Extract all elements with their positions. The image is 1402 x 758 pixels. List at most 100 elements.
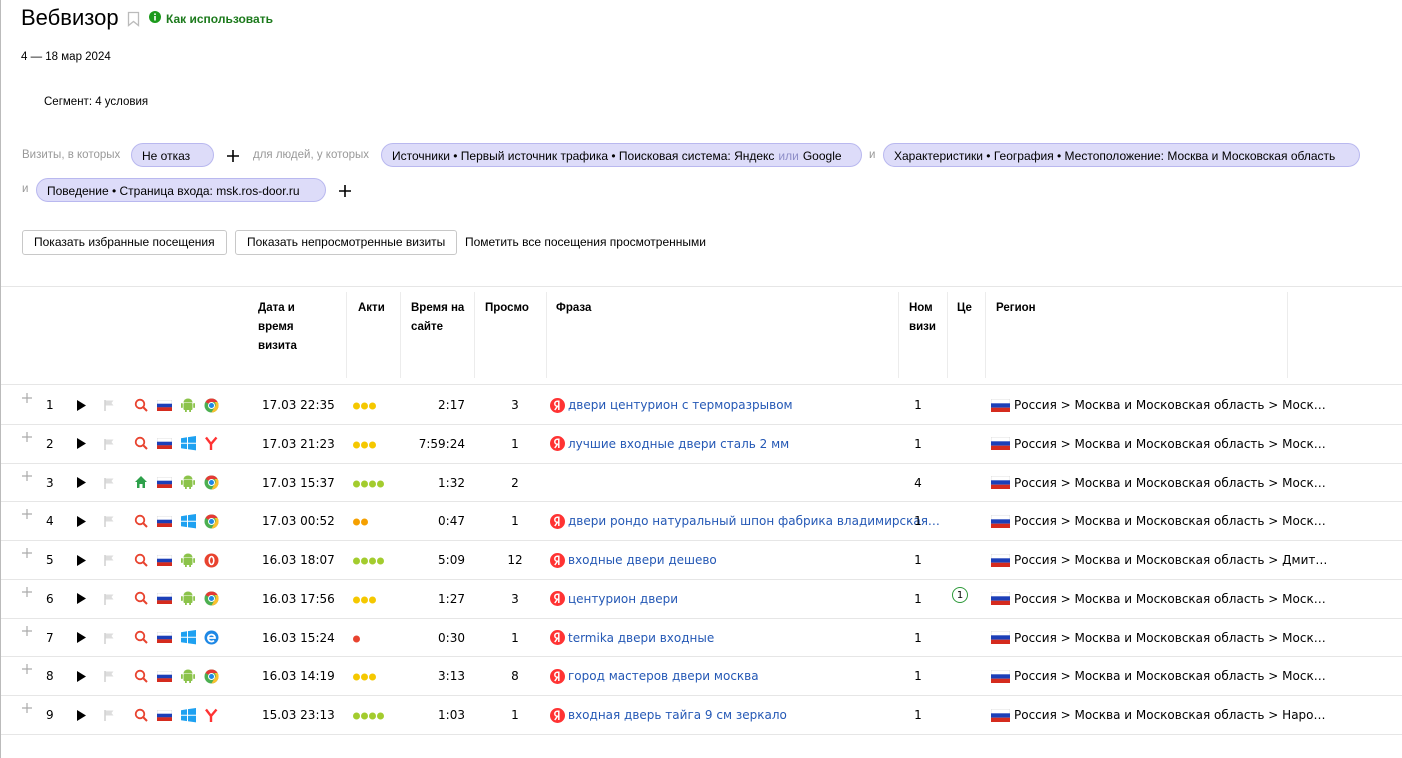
date-range[interactable]: 4 — 18 мар 2024 bbox=[21, 51, 111, 63]
visit-number: 1 bbox=[908, 592, 928, 606]
browser-icon bbox=[204, 398, 219, 413]
icon-shape bbox=[193, 403, 195, 408]
activity bbox=[353, 441, 377, 448]
play-button[interactable] bbox=[76, 438, 86, 449]
expand-button[interactable] bbox=[22, 626, 32, 636]
favorite-flag[interactable] bbox=[103, 554, 115, 566]
region: Россия > Москва и Московская область > М… bbox=[1014, 669, 1326, 683]
icon-shape bbox=[106, 401, 114, 406]
icon-shape bbox=[77, 555, 86, 566]
visit-date: 17.03 21:23 bbox=[262, 437, 335, 451]
play-button[interactable] bbox=[76, 400, 86, 411]
text-button[interactable]: Пометить все посещения просмотренными bbox=[465, 235, 706, 249]
play-button[interactable] bbox=[76, 555, 86, 566]
icon-shape bbox=[106, 633, 114, 638]
icon-shape bbox=[184, 480, 193, 487]
icon-shape bbox=[77, 477, 86, 488]
add-button[interactable] bbox=[227, 150, 239, 162]
visit-date: 17.03 22:35 bbox=[262, 398, 335, 412]
visit-date: 16.03 17:56 bbox=[262, 592, 335, 606]
expand-button[interactable] bbox=[22, 587, 32, 597]
play-button[interactable] bbox=[76, 632, 86, 643]
column-header: Акти bbox=[358, 299, 398, 318]
icon-shape bbox=[206, 438, 217, 451]
icon-shape bbox=[991, 640, 1010, 644]
row-number: 3 bbox=[46, 476, 54, 490]
icon-shape bbox=[157, 442, 172, 446]
duration: 1:27 bbox=[438, 592, 465, 606]
column-divider bbox=[546, 292, 547, 378]
favorite-flag[interactable] bbox=[103, 709, 115, 721]
expand-button[interactable] bbox=[22, 703, 32, 713]
search-phrase[interactable]: двери рондо натуральный шпон фабрика вла… bbox=[568, 514, 940, 528]
favorite-flag[interactable] bbox=[103, 593, 115, 605]
search-phrase[interactable]: termika двери входные bbox=[568, 631, 714, 645]
visit-number: 1 bbox=[908, 398, 928, 412]
country-flag bbox=[157, 593, 172, 604]
expand-button[interactable] bbox=[22, 471, 32, 481]
icon-shape bbox=[185, 409, 187, 412]
play-button[interactable] bbox=[76, 477, 86, 488]
visit-number: 1 bbox=[908, 708, 928, 722]
icon-shape bbox=[157, 519, 172, 523]
play-button[interactable] bbox=[76, 710, 86, 721]
icon-shape bbox=[22, 626, 32, 636]
icon-shape bbox=[22, 393, 32, 403]
icon-shape bbox=[106, 439, 114, 444]
icon-shape bbox=[991, 407, 1010, 411]
favorite-flag[interactable] bbox=[103, 670, 115, 682]
column-divider bbox=[985, 292, 986, 378]
filter-pill[interactable]: Не отказ bbox=[131, 143, 214, 167]
icon-shape bbox=[143, 639, 147, 643]
expand-button[interactable] bbox=[22, 664, 32, 674]
activity-dot bbox=[377, 558, 384, 565]
search-phrase[interactable]: центурион двери bbox=[568, 592, 678, 606]
icon-shape bbox=[209, 518, 215, 524]
search-phrase[interactable]: входные двери дешево bbox=[568, 553, 717, 567]
button[interactable]: Показать избранные посещения bbox=[22, 230, 227, 255]
search-phrase[interactable]: город мастеров двери москва bbox=[568, 669, 759, 683]
help-link[interactable]: Как использовать bbox=[166, 12, 273, 26]
search-phrase[interactable]: двери центурион с терморазрывом bbox=[568, 398, 793, 412]
icon-shape bbox=[22, 587, 32, 597]
expand-button[interactable] bbox=[22, 432, 32, 442]
favorite-flag[interactable] bbox=[103, 438, 115, 450]
play-button[interactable] bbox=[76, 516, 86, 527]
activity-dot bbox=[353, 674, 360, 681]
favorite-flag[interactable] bbox=[103, 477, 115, 489]
filter-pill[interactable]: Характеристики • География • Местоположе… bbox=[883, 143, 1360, 167]
column-divider bbox=[947, 292, 948, 378]
icon-shape bbox=[181, 514, 196, 528]
expand-button[interactable] bbox=[22, 509, 32, 519]
add-button[interactable] bbox=[339, 185, 351, 197]
region-flag bbox=[991, 592, 1010, 605]
favorite-flag[interactable] bbox=[103, 632, 115, 644]
play-button[interactable] bbox=[76, 593, 86, 604]
os-icon bbox=[181, 398, 196, 413]
icon-shape bbox=[143, 562, 147, 566]
icon-shape bbox=[991, 635, 1010, 639]
icon-shape bbox=[209, 596, 215, 602]
filter-pill[interactable]: Источники • Первый источник трафика • По… bbox=[381, 143, 862, 167]
os-icon bbox=[181, 553, 196, 568]
expand-button[interactable] bbox=[22, 393, 32, 403]
play-button[interactable] bbox=[76, 671, 86, 682]
button[interactable]: Показать непросмотренные визиты bbox=[235, 230, 457, 255]
duration: 0:30 bbox=[438, 631, 465, 645]
row-divider bbox=[1, 424, 1402, 425]
favorite-flag[interactable] bbox=[103, 515, 115, 527]
activity-dot bbox=[377, 480, 384, 487]
expand-button[interactable] bbox=[22, 548, 32, 558]
icon-shape bbox=[184, 403, 193, 410]
browser-icon bbox=[204, 669, 219, 684]
icon-shape bbox=[193, 596, 195, 601]
favorite-flag[interactable] bbox=[103, 399, 115, 411]
yandex-search-icon bbox=[550, 708, 565, 723]
search-phrase[interactable]: входная дверь тайга 9 см зеркало bbox=[568, 708, 787, 722]
search-phrase[interactable]: лучшие входные двери сталь 2 мм bbox=[568, 437, 789, 451]
icon-shape bbox=[22, 432, 32, 442]
filter-pill[interactable]: Поведение • Страница входа: msk.ros-door… bbox=[36, 178, 326, 202]
condition-text: Источники • Первый источник трафика • По… bbox=[392, 149, 774, 163]
bookmark-icon[interactable] bbox=[127, 11, 140, 27]
icon-shape bbox=[143, 445, 147, 449]
